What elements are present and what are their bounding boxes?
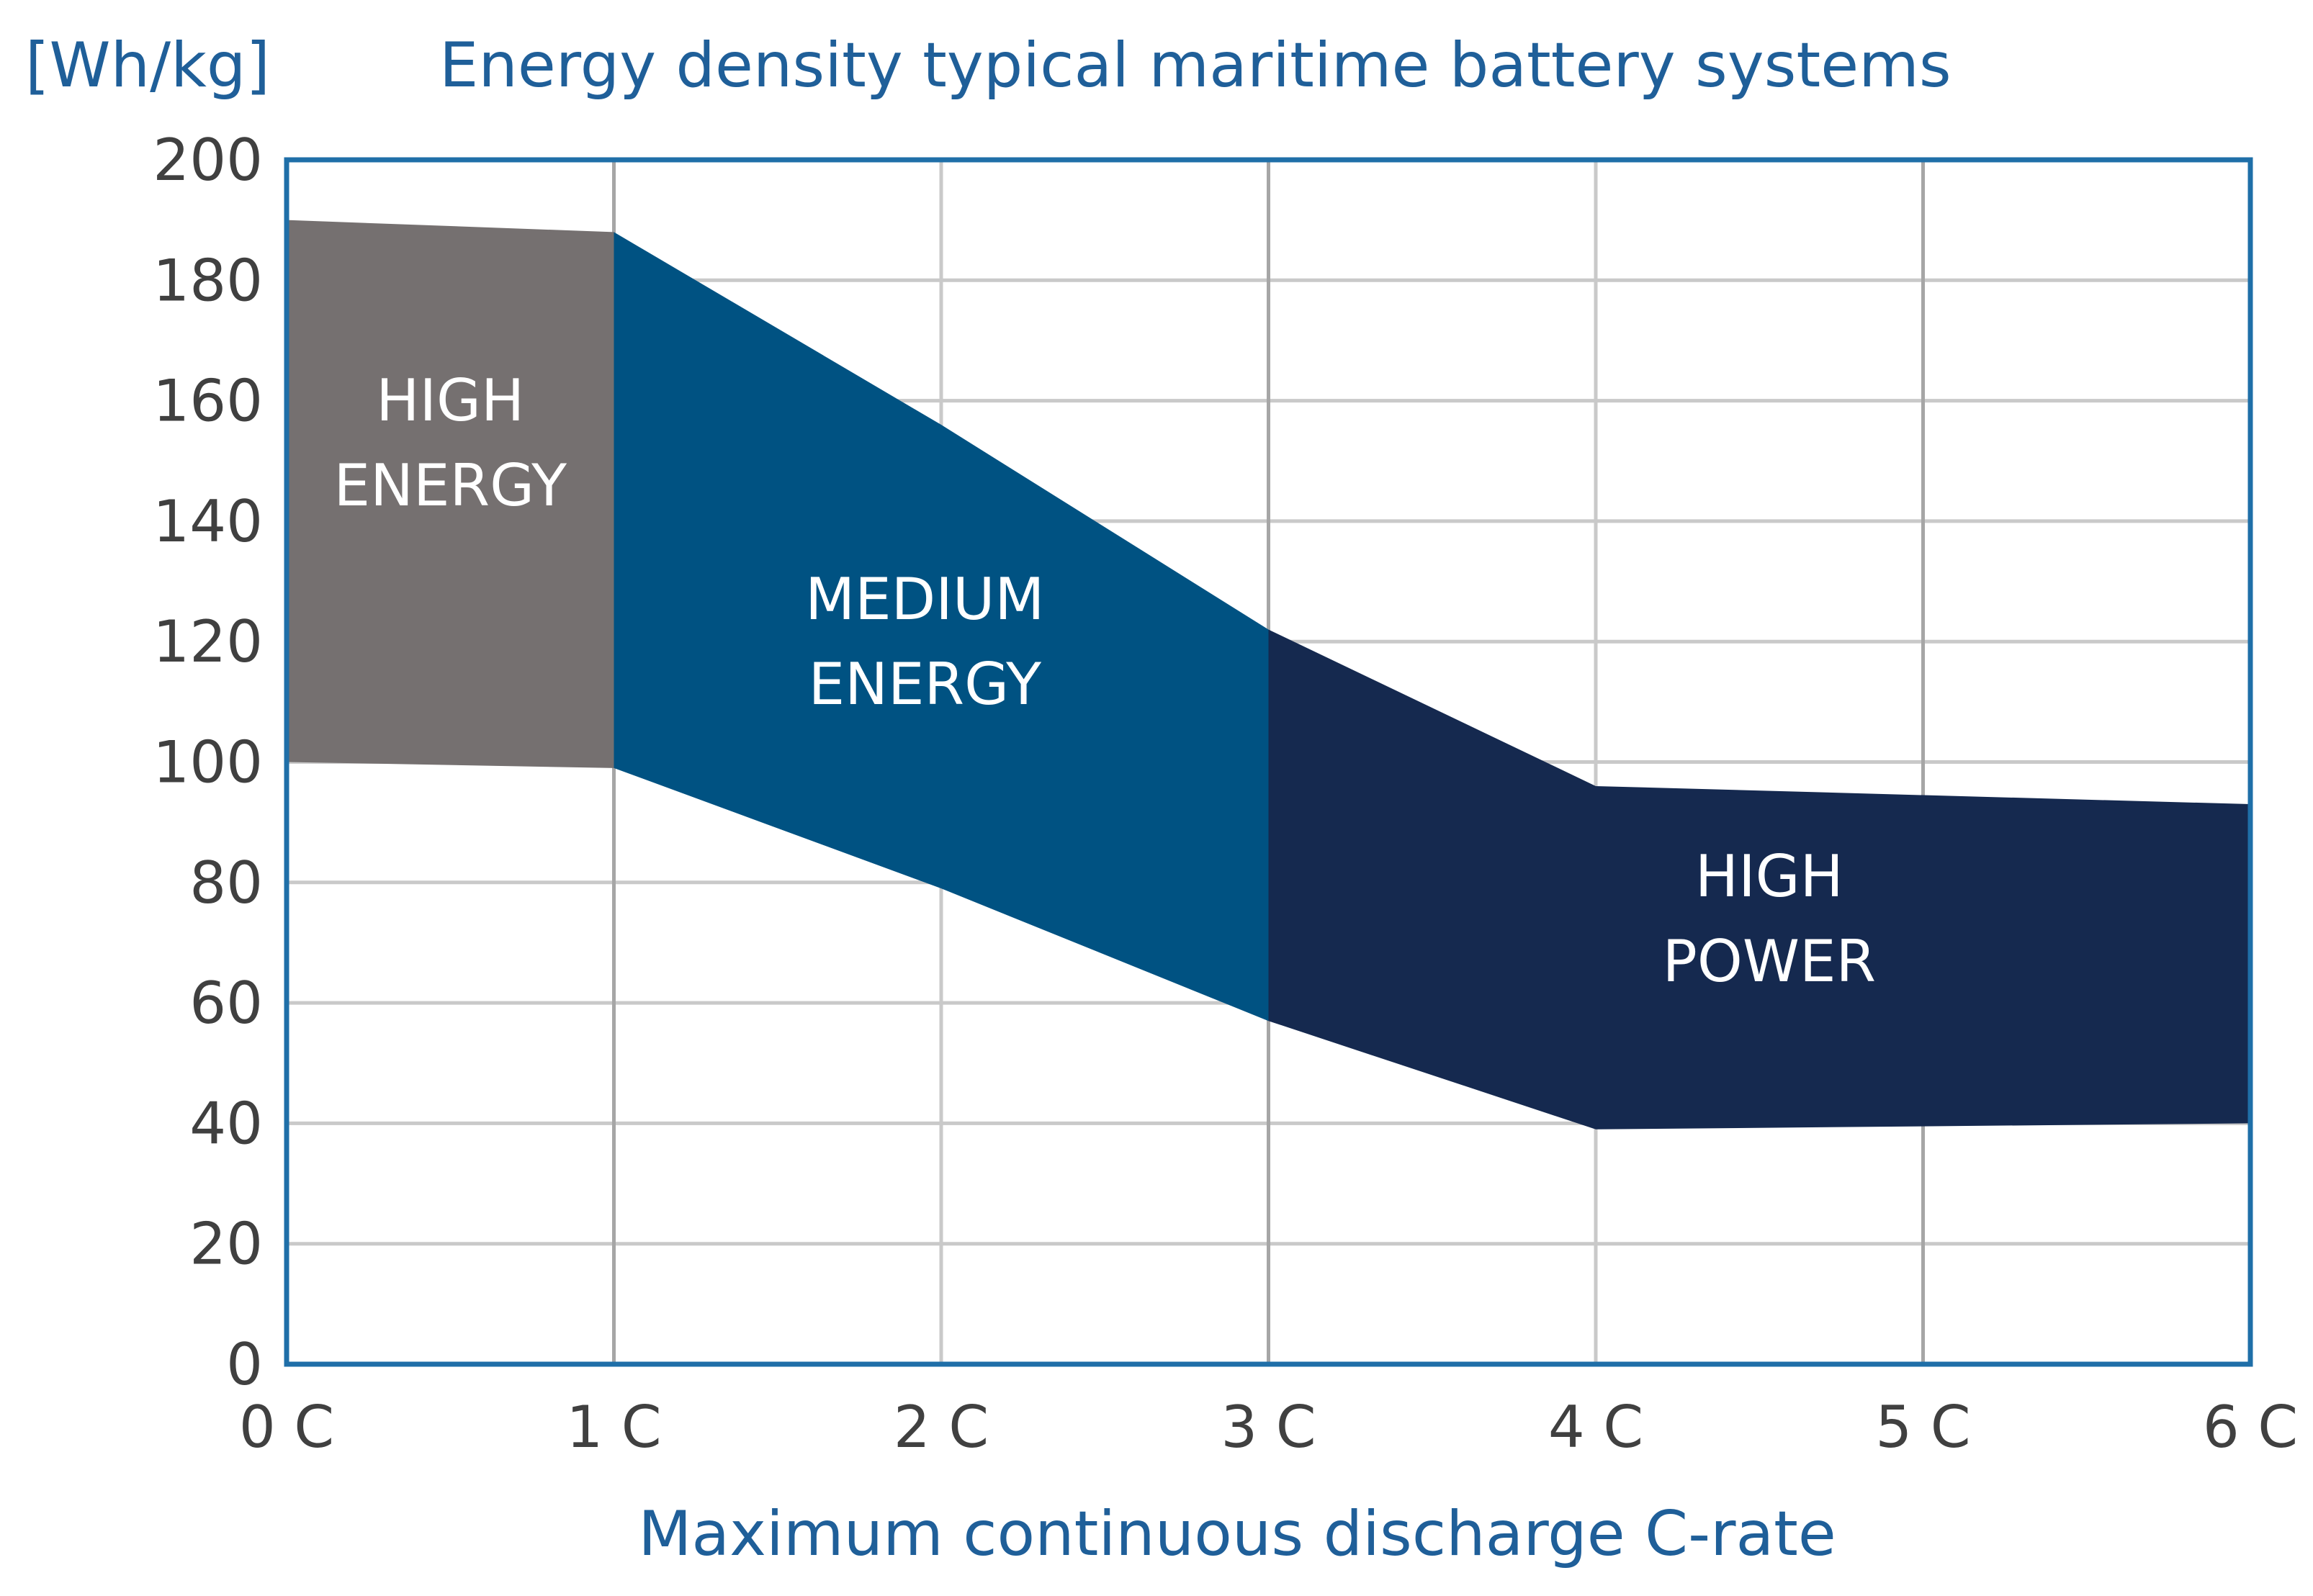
- x-tick-label: 3 C: [1221, 1394, 1316, 1461]
- y-axis-unit-label: [Wh/kg]: [25, 30, 270, 102]
- x-tick-label: 5 C: [1875, 1394, 1970, 1461]
- band-label-medium-energy: ENERGY: [809, 651, 1043, 718]
- y-tick-label: 100: [153, 729, 263, 796]
- y-tick-label: 0: [226, 1331, 263, 1398]
- x-tick-label: 1 C: [566, 1394, 661, 1461]
- x-axis-ticks: 0 C 1 C 2 C 3 C 4 C 5 C 6 C: [239, 1394, 2298, 1461]
- plot-frame: [284, 157, 2253, 1367]
- y-tick-label: 80: [189, 849, 263, 916]
- band-label-medium-energy: MEDIUM: [805, 566, 1044, 633]
- y-tick-label: 20: [189, 1211, 263, 1278]
- y-axis-ticks: 0 20 40 60 80 100 120 140 160 180 200: [153, 127, 263, 1398]
- x-tick-label: 0 C: [239, 1394, 334, 1461]
- y-tick-label: 180: [153, 247, 263, 314]
- band-label-high-energy: ENERGY: [334, 452, 568, 519]
- band-medium-energy: [614, 232, 1269, 1022]
- y-tick-label: 200: [153, 127, 263, 194]
- y-tick-label: 60: [189, 970, 263, 1037]
- y-tick-label: 120: [153, 608, 263, 675]
- band-label-high-energy: HIGH: [376, 367, 524, 434]
- x-axis-title: Maximum continuous discharge C-rate: [638, 1498, 1836, 1570]
- plot-border: [284, 157, 2253, 1367]
- chart-title: Energy density typical maritime battery …: [439, 30, 1952, 102]
- band-high-energy: [287, 220, 614, 768]
- band-high-power: [1268, 629, 2250, 1130]
- x-tick-label: 2 C: [894, 1394, 989, 1461]
- band-label-high-power: POWER: [1663, 928, 1876, 995]
- area-bands: HIGH ENERGY MEDIUM ENERGY HIGH POWER: [287, 220, 2250, 1130]
- x-tick-label: 6 C: [2203, 1394, 2298, 1461]
- x-tick-label: 4 C: [1548, 1394, 1643, 1461]
- band-label-high-power: HIGH: [1695, 843, 1843, 910]
- y-tick-label: 140: [153, 488, 263, 555]
- y-tick-label: 40: [189, 1090, 263, 1157]
- y-tick-label: 160: [153, 368, 263, 435]
